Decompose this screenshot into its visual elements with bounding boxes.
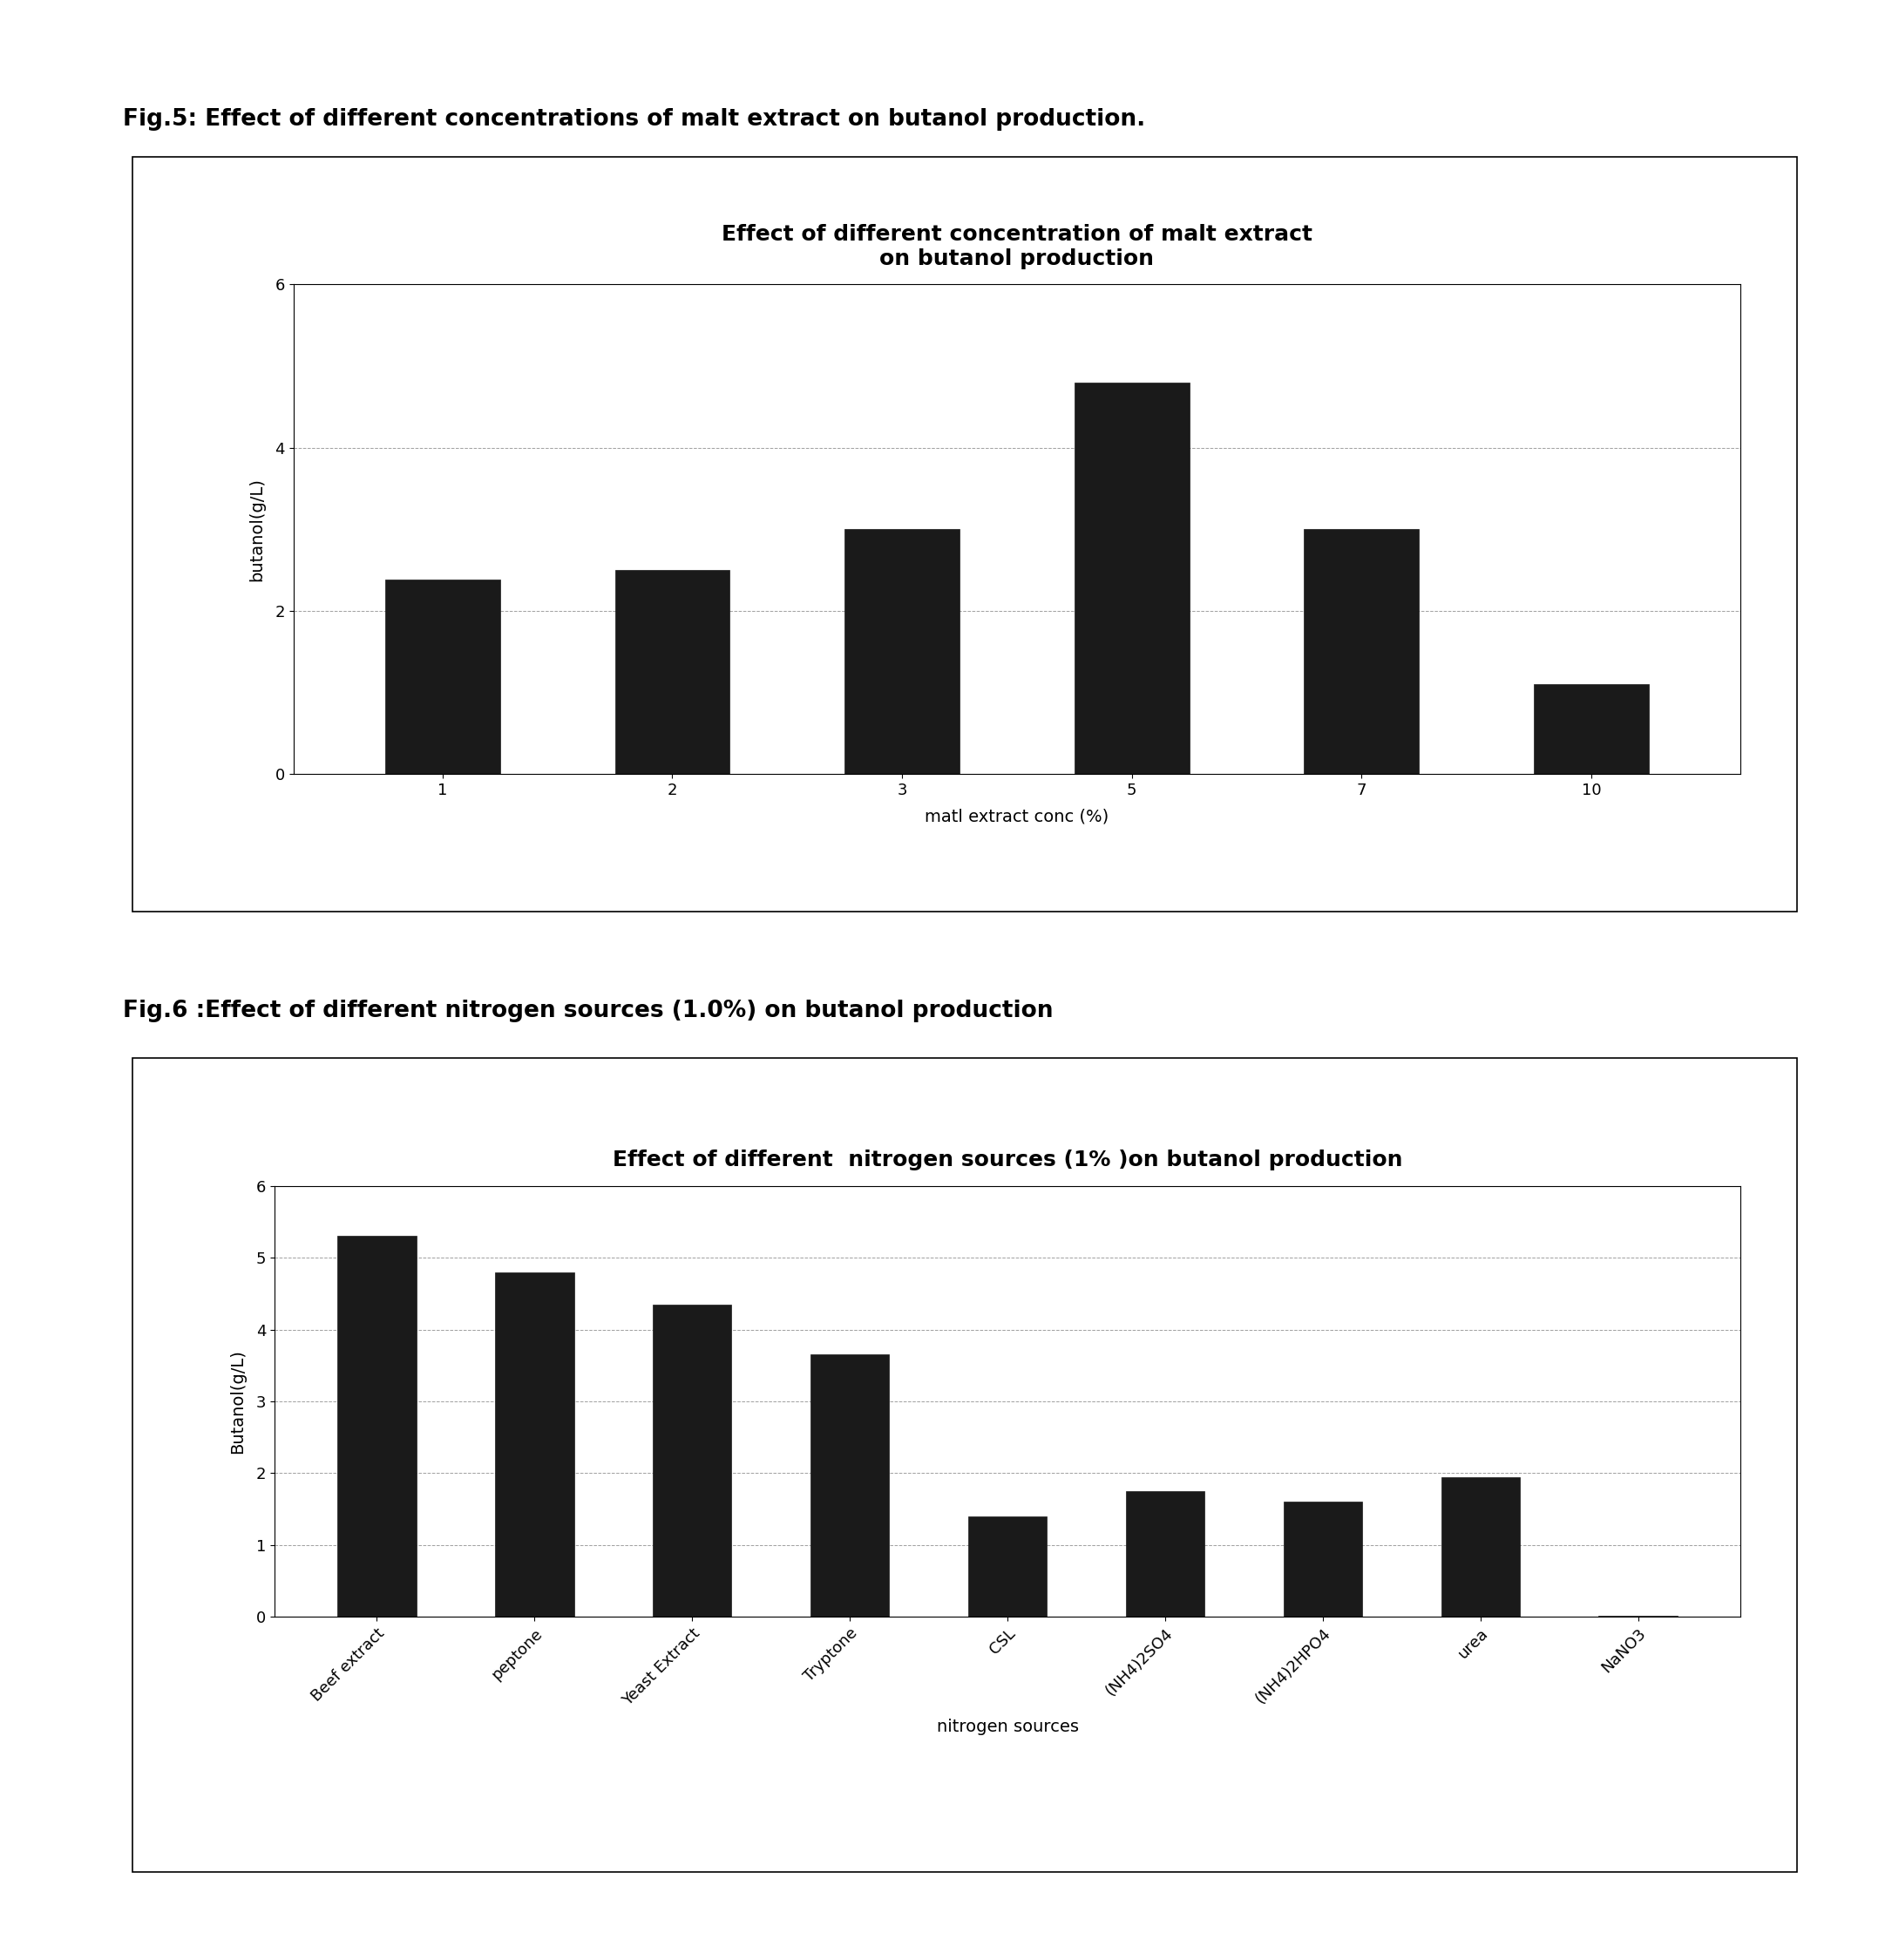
Bar — [337, 1237, 416, 1617]
Y-axis label: butanol(g/L): butanol(g/L) — [248, 478, 265, 580]
Text: Fig.6 :Effect of different nitrogen sources (1.0%) on butanol production: Fig.6 :Effect of different nitrogen sour… — [123, 1000, 1054, 1023]
Bar — [1534, 684, 1648, 774]
Y-axis label: Butanol(g/L): Butanol(g/L) — [229, 1348, 246, 1454]
Bar — [496, 1272, 573, 1617]
Bar — [1126, 1492, 1205, 1617]
X-axis label: nitrogen sources: nitrogen sources — [937, 1719, 1078, 1735]
Bar — [810, 1354, 889, 1617]
Bar — [1075, 382, 1190, 774]
Bar — [969, 1517, 1046, 1617]
Bar — [844, 529, 959, 774]
Bar — [1442, 1478, 1519, 1617]
Bar — [653, 1305, 732, 1617]
Bar — [1283, 1501, 1362, 1617]
Text: Fig.5: Effect of different concentrations of malt extract on butanol production.: Fig.5: Effect of different concentration… — [123, 108, 1145, 131]
X-axis label: matl extract conc (%): matl extract conc (%) — [925, 808, 1109, 825]
Bar — [615, 570, 730, 774]
Title: Effect of different concentration of malt extract
on butanol production: Effect of different concentration of mal… — [721, 223, 1313, 269]
Title: Effect of different  nitrogen sources (1% )on butanol production: Effect of different nitrogen sources (1%… — [613, 1151, 1402, 1170]
Bar — [386, 580, 499, 774]
Bar — [1304, 529, 1419, 774]
